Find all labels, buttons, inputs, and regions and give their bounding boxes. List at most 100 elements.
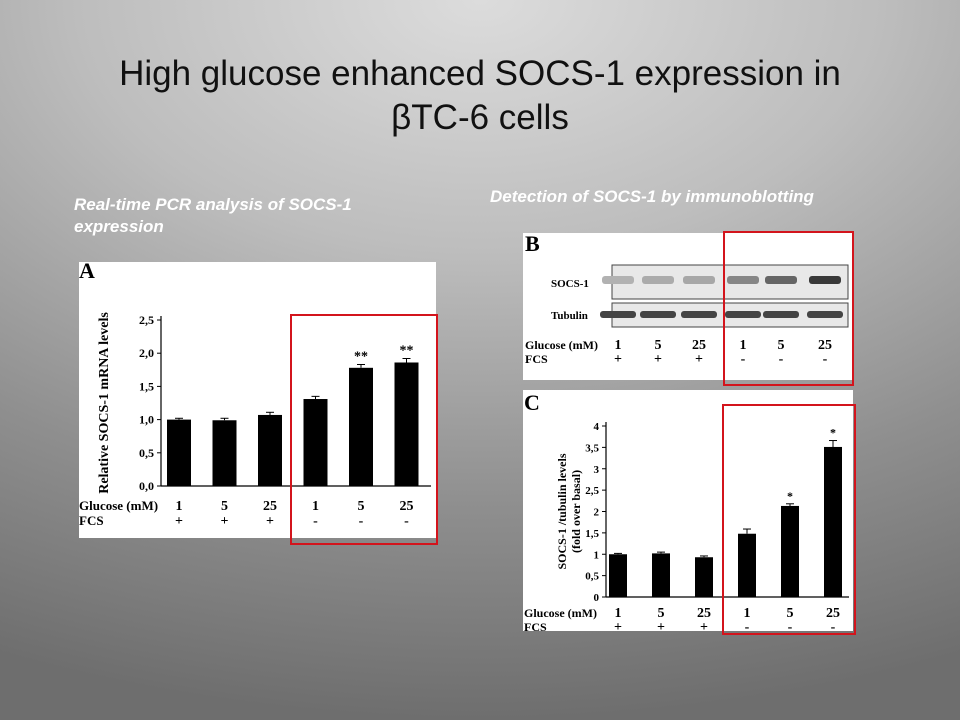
- socs1-band: [602, 276, 634, 284]
- tubulin-band: [763, 311, 799, 318]
- fcs-value: -: [404, 514, 409, 529]
- glucose-value: 1: [744, 606, 751, 621]
- glucose-value: 1: [615, 606, 622, 621]
- tubulin-band: [640, 311, 676, 318]
- glucose-value: 1: [615, 338, 622, 353]
- bar: [781, 505, 799, 597]
- highlight-box-c: [722, 404, 856, 635]
- fcs-value: +: [700, 620, 708, 631]
- pcr-subtitle: Real-time PCR analysis of SOCS-1 express…: [74, 195, 352, 236]
- y-axis-label: Relative SOCS-1 mRNA levels: [97, 312, 112, 494]
- panel-c-chart: C 0 0,5 1 1,5 2 2,5 3 3,5 4 SOCS-1 /tubulin levels…: [523, 390, 853, 635]
- bar: [652, 553, 670, 597]
- y-tick-label: 1: [594, 549, 600, 561]
- fcs-value: -: [741, 352, 746, 367]
- glucose-value: 5: [787, 606, 794, 621]
- fcs-value: -: [788, 620, 793, 631]
- tubulin-band: [807, 311, 843, 318]
- socs1-band: [809, 276, 841, 284]
- fcs-value: -: [359, 514, 364, 529]
- y-tick-label: 4: [594, 421, 600, 433]
- fcs-value: +: [266, 514, 274, 529]
- socs1-band: [765, 276, 797, 284]
- bar: [738, 533, 756, 597]
- significance-marker: **: [400, 344, 414, 359]
- y-tick-label: 2,0: [139, 346, 154, 360]
- highlight-box-b: [723, 231, 854, 386]
- y-tick-label: 0: [594, 592, 600, 604]
- panel-c-svg: C 0 0,5 1 1,5 2 2,5 3 3,5 4 SOCS-1 /tubulin levels…: [524, 390, 849, 635]
- socs1-band: [683, 276, 715, 284]
- fcs-value: +: [695, 352, 703, 367]
- bar: [695, 557, 713, 597]
- bar: [303, 399, 328, 486]
- glucose-value: 5: [655, 338, 662, 353]
- tubulin-band: [600, 311, 636, 318]
- y-tick-label: 2,5: [139, 313, 154, 327]
- significance-marker: *: [787, 489, 793, 503]
- glucose-row-label: Glucose (mM): [79, 498, 158, 513]
- y-axis-label-line1: SOCS-1 /tubulin levels: [555, 453, 569, 569]
- fcs-value: -: [745, 620, 750, 631]
- bar: [824, 446, 842, 597]
- tubulin-band: [681, 311, 717, 318]
- fcs-row-label: FCS: [524, 620, 547, 631]
- glucose-value: 5: [221, 499, 228, 514]
- panel-b-blot: B SOCS-1 Tubulin 1 +5 +25 +1-5-25- Glucose (mM)…: [523, 231, 853, 380]
- bar: [167, 419, 191, 486]
- y-tick-label: 3: [594, 464, 600, 476]
- fcs-value: -: [831, 620, 836, 631]
- glucose-value: 25: [692, 338, 706, 353]
- slide-title: High glucose enhanced SOCS-1 expression …: [60, 52, 900, 140]
- bar: [258, 414, 282, 486]
- glucose-value: 5: [658, 606, 665, 621]
- fcs-value: +: [657, 620, 665, 631]
- y-tick-label: 2: [594, 507, 600, 519]
- glucose-value: 25: [697, 606, 711, 621]
- glucose-value: 25: [826, 606, 840, 621]
- socs1-band: [642, 276, 674, 284]
- fcs-value: +: [175, 514, 183, 529]
- tubulin-band: [725, 311, 761, 318]
- fcs-row-label: FCS: [525, 352, 548, 366]
- glucose-value: 25: [263, 499, 277, 514]
- glucose-value: 1: [176, 499, 183, 514]
- glucose-value: 5: [358, 499, 365, 514]
- fcs-value: -: [779, 352, 784, 367]
- glucose-value: 25: [818, 338, 832, 353]
- glucose-value: 25: [400, 499, 414, 514]
- fcs-value: +: [614, 620, 622, 631]
- y-tick-label: 1,5: [139, 379, 154, 393]
- fcs-value: -: [313, 514, 318, 529]
- fcs-value: +: [221, 514, 229, 529]
- fcs-value: +: [654, 352, 662, 367]
- slide-title-line2: βTC-6 cells: [391, 98, 569, 137]
- y-tick-label: 0,5: [585, 571, 599, 583]
- bar: [609, 554, 627, 597]
- panel-letter: C: [524, 390, 540, 415]
- glucose-value: 5: [778, 338, 785, 353]
- tubulin-row-label: Tubulin: [551, 310, 588, 322]
- bar: [212, 420, 237, 486]
- significance-marker: **: [354, 349, 368, 364]
- glucose-value: 1: [312, 499, 319, 514]
- fcs-value: +: [614, 352, 622, 367]
- glucose-row-label: Glucose (mM): [525, 338, 598, 352]
- y-tick-label: 2,5: [585, 485, 599, 497]
- y-axis-label-line2: (fold over basal): [569, 470, 583, 553]
- bar: [394, 362, 419, 486]
- y-tick-label: 3,5: [585, 442, 599, 454]
- glucose-row-label: Glucose (mM): [524, 606, 597, 620]
- panel-letter: B: [525, 233, 540, 256]
- fcs-row-label: FCS: [79, 513, 104, 528]
- y-tick-label: 0,5: [139, 446, 154, 460]
- immunoblot-subtitle: Detection of SOCS-1 by immunoblotting: [490, 187, 814, 206]
- y-tick-label: 0,0: [139, 479, 154, 493]
- bar: [349, 367, 373, 486]
- glucose-value: 1: [740, 338, 747, 353]
- slide-title-line1: High glucose enhanced SOCS-1 expression …: [119, 54, 841, 93]
- fcs-value: -: [823, 352, 828, 367]
- y-tick-label: 1,5: [585, 528, 599, 540]
- socs1-band: [727, 276, 759, 284]
